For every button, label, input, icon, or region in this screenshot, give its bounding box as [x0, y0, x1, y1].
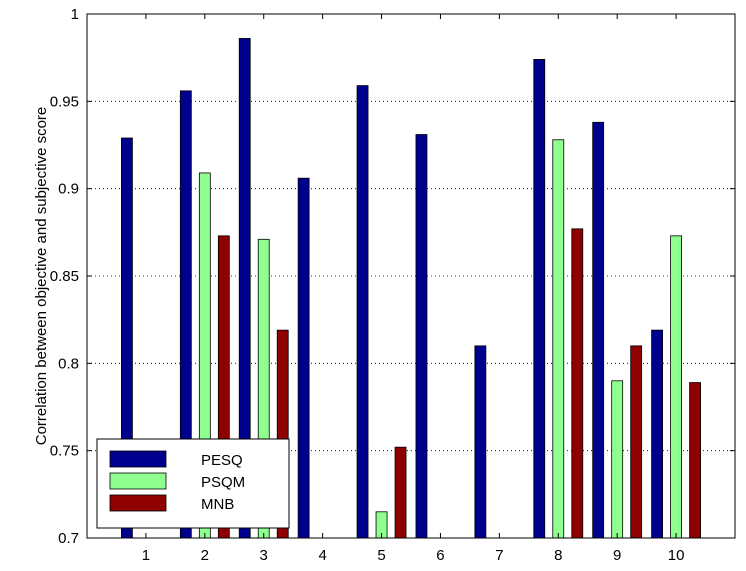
x-tick-label: 10: [668, 547, 685, 564]
bar-pesq-4: [297, 177, 310, 539]
y-tick-label: 0.8: [58, 355, 79, 372]
x-tick-label: 8: [554, 547, 562, 564]
bar-pesq-10: [651, 329, 663, 539]
x-tick-label: 3: [260, 547, 268, 564]
bar-psqm-9: [611, 380, 624, 539]
x-tick-label: 1: [142, 547, 150, 564]
bar-pesq-5: [356, 85, 369, 539]
x-tick-label: 6: [436, 547, 444, 564]
y-tick-label: 0.9: [58, 181, 79, 198]
legend-swatch-pesq: [109, 450, 167, 468]
x-tick-label: 5: [377, 547, 385, 564]
x-tick-label: 4: [318, 547, 326, 564]
y-tick-label: 0.95: [50, 93, 79, 110]
bar-pesq-7: [474, 345, 487, 539]
bars: [121, 38, 701, 539]
bar-pesq-8: [533, 59, 546, 539]
ticks: 0.7 0.75 0.8 0.85 0.9 0.95 1 1 2 3 4 5 6 7 8 9 10: [50, 6, 735, 564]
y-tick-label: 0.85: [50, 268, 79, 285]
y-tick-label: 0.75: [50, 443, 79, 460]
bar-mnb-10: [689, 382, 701, 539]
x-tick-label: 7: [495, 547, 503, 564]
bar-pesq-9: [592, 121, 605, 539]
bar-psqm-10: [670, 235, 682, 539]
x-tick-label: 2: [201, 547, 209, 564]
x-tick-label: 9: [613, 547, 621, 564]
legend-label-pesq: PESQ: [201, 452, 243, 469]
bar-pesq-6: [415, 134, 428, 539]
legend-label-psqm: PSQM: [201, 474, 245, 491]
y-axis-label: Correlation between objective and subjec…: [33, 107, 50, 446]
grid-lines: [87, 100, 735, 452]
bar-mnb-8: [571, 228, 584, 539]
bar-mnb-5: [394, 446, 407, 539]
bar-psqm-8: [552, 139, 565, 539]
legend-swatch-psqm: [109, 472, 167, 490]
bar-mnb-9: [630, 345, 643, 539]
legend: PESQ PSQM MNB: [96, 438, 290, 529]
y-tick-label: 0.7: [58, 530, 79, 547]
legend-label-mnb: MNB: [201, 496, 234, 513]
y-tick-label: 1: [71, 6, 79, 23]
legend-swatch-mnb: [109, 494, 167, 512]
